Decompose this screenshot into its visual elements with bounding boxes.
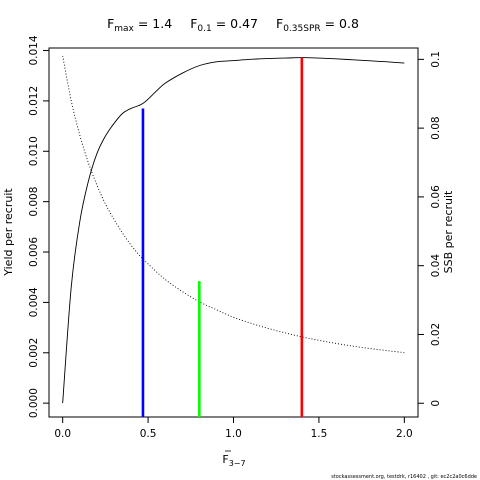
x-tick-label: 1.5: [311, 428, 328, 440]
x-tick-label: 2.0: [396, 428, 413, 440]
y-right-tick-label: 0.06: [430, 185, 442, 209]
y-axis-left: 0.000 0.002 0.004 0.006 0.008 0.010 0.012 0.014: [28, 35, 49, 418]
y-left-tick-label: 0.008: [28, 187, 40, 217]
x-tick-label: 0.5: [140, 428, 157, 440]
reference-lines: [141, 57, 304, 417]
y-right-tick-label: 0: [430, 400, 442, 407]
x-tick-label: 1.0: [225, 428, 242, 440]
y-axis-right: 0 0.02 0.04 0.06 0.08 0.1: [418, 51, 442, 407]
yield-per-recruit-line: [62, 57, 405, 404]
y-right-tick-label: 0.08: [430, 116, 442, 139]
y-left-tick-label: 0.010: [28, 136, 40, 166]
y-left-tick-label: 0.006: [28, 237, 40, 267]
title-part: F: [276, 16, 283, 31]
y-right-tick-label: 0.04: [430, 254, 442, 278]
y-left-tick-label: 0.004: [28, 287, 40, 317]
x-axis: 0.0 0.5 1.0 1.5 2.0: [54, 417, 413, 440]
y-axis-right-label: SSB per recruit: [442, 190, 455, 273]
y-right-tick-label: 0.1: [430, 51, 442, 68]
chart-title: Fmax = 1.4 F0.1 = 0.47 F0.35SPR = 0.8: [107, 16, 359, 34]
y-left-tick-label: 0.002: [28, 338, 40, 368]
x-axis-label: F3−7: [222, 453, 245, 468]
y-axis-left-label: Yield per recruit: [2, 188, 15, 277]
x-tick-label: 0.0: [54, 428, 71, 440]
title-part: F: [107, 16, 114, 31]
ssb-per-recruit-line: [62, 55, 405, 354]
plot-frame: [48, 47, 419, 418]
y-left-tick-label: 0.000: [28, 388, 40, 418]
y-left-tick-label: 0.014: [28, 35, 40, 65]
series-layer: [62, 55, 405, 404]
y-right-tick-label: 0.02: [430, 323, 442, 346]
y-left-tick-label: 0.012: [28, 86, 40, 116]
footer-text: stockassessment.org, testdrk, r16402 , g…: [331, 474, 477, 480]
title-part: F: [190, 16, 197, 31]
